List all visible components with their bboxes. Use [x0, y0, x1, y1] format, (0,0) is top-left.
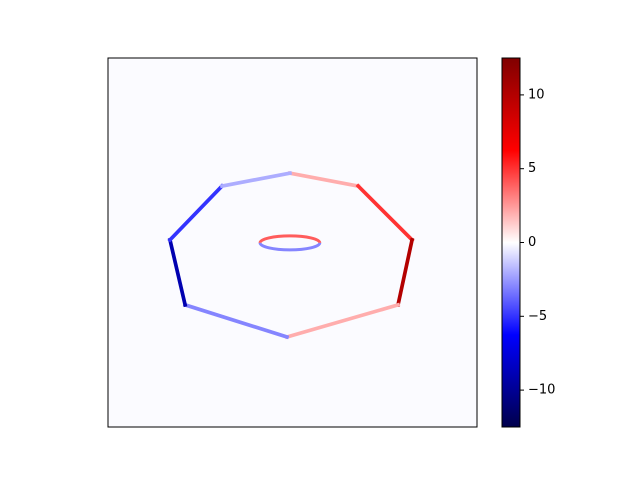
edge-cells [167, 237, 188, 308]
inner-ring-bottom [258, 242, 322, 252]
inner-ring-top [258, 234, 322, 244]
edge-cells [355, 183, 415, 243]
axes-frame [107, 57, 478, 428]
edge-cells [284, 302, 401, 340]
colorbar [501, 57, 521, 428]
edge-cells [182, 302, 290, 340]
colorbar-tick-label: −10 [528, 383, 555, 398]
edge-cells [167, 183, 225, 243]
background-cells [108, 58, 477, 427]
image [108, 58, 477, 427]
colorbar-tick-label: 10 [528, 87, 545, 102]
colorbar-tick-label: 0 [528, 235, 536, 250]
colorbar-tick-label: 5 [528, 161, 536, 176]
edge-cells [395, 237, 415, 308]
edge-cells [287, 170, 361, 189]
colorbar-tick-label: −5 [528, 309, 547, 324]
edge-cells [219, 170, 293, 189]
